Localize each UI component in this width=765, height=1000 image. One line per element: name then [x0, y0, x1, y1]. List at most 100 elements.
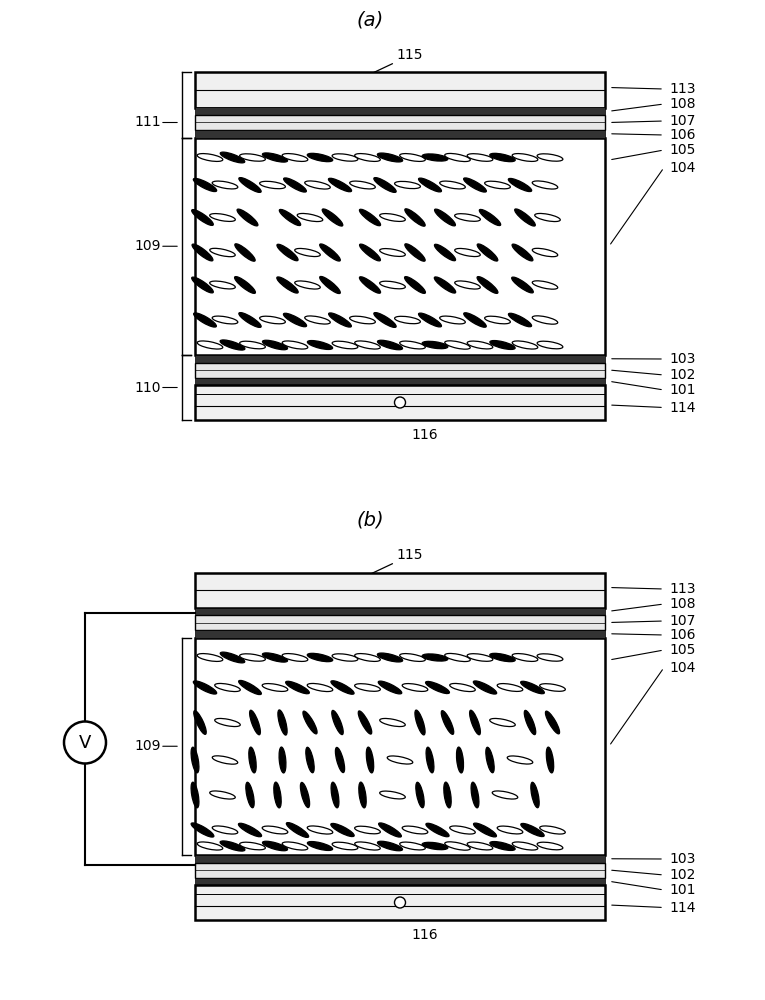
Text: 115: 115 [397, 548, 423, 562]
Ellipse shape [513, 654, 538, 661]
Bar [195, 855, 605, 862]
Text: 102: 102 [669, 368, 695, 382]
Ellipse shape [537, 154, 563, 161]
Ellipse shape [416, 782, 424, 808]
Ellipse shape [192, 244, 213, 261]
Ellipse shape [532, 281, 558, 289]
Text: (b): (b) [356, 510, 384, 530]
Ellipse shape [379, 823, 402, 837]
Bar [195, 115, 605, 130]
Ellipse shape [262, 826, 288, 834]
Ellipse shape [308, 653, 333, 662]
Bar [195, 638, 605, 855]
Ellipse shape [210, 791, 236, 799]
Text: 102: 102 [669, 868, 695, 882]
Ellipse shape [194, 681, 216, 694]
Ellipse shape [335, 747, 344, 773]
Ellipse shape [539, 684, 565, 691]
Text: 116: 116 [412, 428, 438, 442]
Ellipse shape [399, 341, 425, 349]
Text: 114: 114 [669, 900, 695, 914]
Text: 108: 108 [669, 97, 695, 111]
Circle shape [64, 722, 106, 764]
Ellipse shape [286, 823, 308, 837]
Ellipse shape [308, 842, 333, 850]
Ellipse shape [355, 684, 380, 691]
Ellipse shape [540, 826, 565, 834]
Ellipse shape [239, 154, 265, 161]
Ellipse shape [444, 341, 470, 349]
Bar [195, 73, 605, 107]
Ellipse shape [191, 823, 214, 837]
Ellipse shape [477, 277, 498, 293]
Ellipse shape [303, 711, 317, 734]
Ellipse shape [450, 683, 475, 692]
Bar [195, 137, 605, 355]
Ellipse shape [308, 341, 333, 349]
Ellipse shape [282, 842, 308, 850]
Ellipse shape [235, 244, 256, 261]
Text: 105: 105 [669, 143, 695, 157]
Circle shape [395, 397, 405, 408]
Ellipse shape [197, 154, 223, 161]
Ellipse shape [262, 841, 288, 851]
Ellipse shape [464, 313, 487, 327]
Ellipse shape [402, 826, 428, 834]
Ellipse shape [537, 654, 563, 661]
Ellipse shape [378, 681, 402, 694]
Ellipse shape [210, 214, 236, 221]
Ellipse shape [197, 842, 223, 850]
Ellipse shape [194, 178, 216, 192]
Ellipse shape [492, 791, 518, 799]
Ellipse shape [220, 340, 245, 350]
Ellipse shape [332, 341, 358, 349]
Ellipse shape [422, 154, 448, 161]
Text: 108: 108 [669, 597, 695, 611]
Ellipse shape [467, 154, 493, 161]
Ellipse shape [486, 747, 494, 773]
Bar [195, 572, 605, 607]
Text: V: V [79, 734, 91, 752]
Ellipse shape [284, 178, 306, 192]
Ellipse shape [239, 313, 261, 327]
Ellipse shape [490, 153, 516, 162]
Text: (a): (a) [356, 10, 383, 29]
Ellipse shape [220, 841, 245, 851]
Ellipse shape [192, 277, 213, 293]
Bar [195, 878, 605, 885]
Ellipse shape [513, 154, 538, 161]
Ellipse shape [418, 178, 441, 192]
Ellipse shape [308, 153, 333, 162]
Text: 107: 107 [669, 614, 695, 628]
Ellipse shape [399, 842, 425, 850]
Ellipse shape [283, 313, 307, 327]
Text: 103: 103 [669, 852, 695, 866]
Ellipse shape [308, 826, 333, 834]
Ellipse shape [355, 654, 380, 661]
Ellipse shape [259, 316, 285, 324]
Ellipse shape [274, 782, 282, 808]
Bar [195, 608, 605, 615]
Ellipse shape [512, 277, 533, 293]
Ellipse shape [259, 181, 285, 189]
Ellipse shape [471, 782, 479, 808]
Ellipse shape [470, 710, 480, 735]
Ellipse shape [467, 654, 493, 661]
Ellipse shape [532, 316, 558, 324]
Ellipse shape [399, 154, 425, 161]
Ellipse shape [210, 248, 235, 257]
Ellipse shape [399, 654, 425, 661]
Ellipse shape [379, 281, 405, 289]
Ellipse shape [282, 154, 308, 161]
Ellipse shape [532, 248, 558, 257]
Ellipse shape [422, 341, 448, 349]
Bar [195, 885, 605, 920]
Ellipse shape [279, 747, 286, 773]
Ellipse shape [194, 711, 207, 734]
Ellipse shape [277, 277, 298, 293]
Ellipse shape [509, 313, 532, 327]
Ellipse shape [435, 277, 456, 293]
Ellipse shape [239, 178, 261, 192]
Bar [195, 385, 605, 420]
Ellipse shape [328, 178, 352, 192]
